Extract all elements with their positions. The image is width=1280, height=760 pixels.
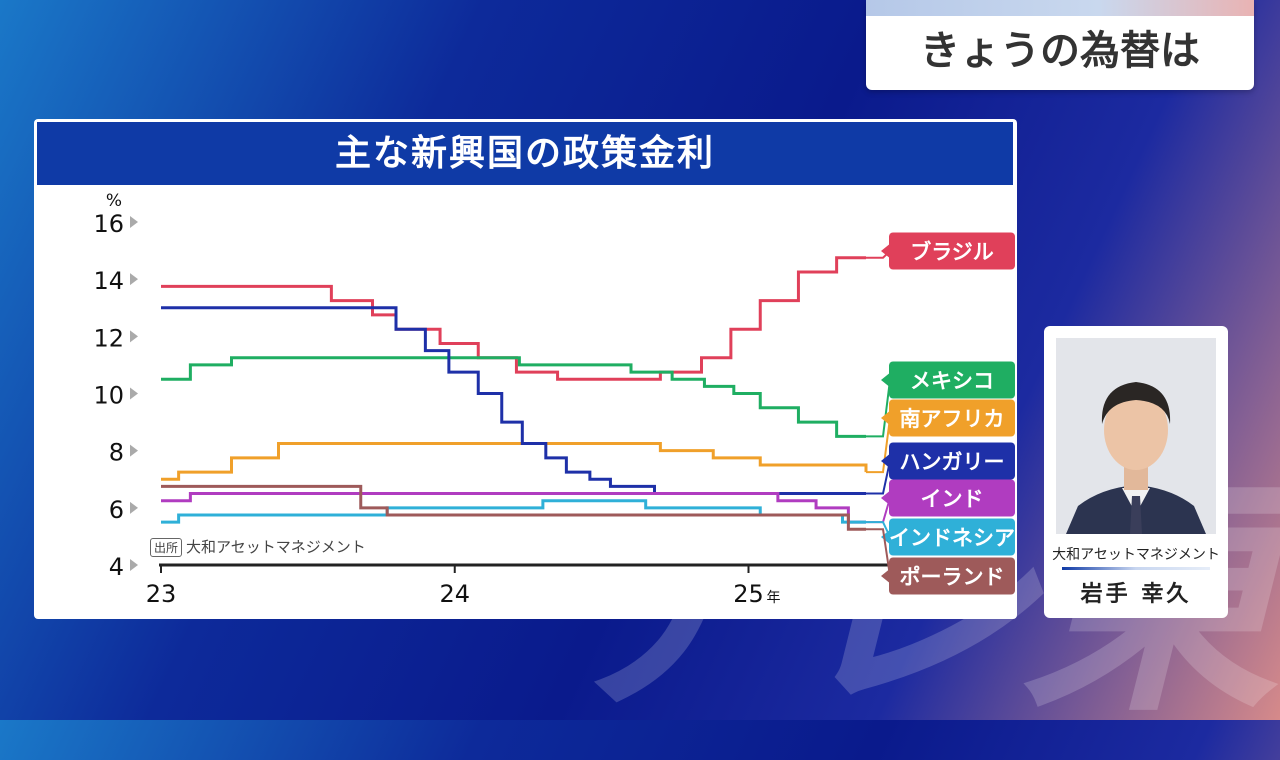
series-line bbox=[161, 306, 866, 496]
x-tick-label: 25 bbox=[733, 580, 764, 608]
legend-label: メキシコ bbox=[910, 369, 994, 393]
legend-badge bbox=[889, 479, 1015, 517]
chart-card: 4 6 8 10 12 14 16% 23 24 25 年 ブラジルメキシコ南アフリカハンガリーインド… bbox=[34, 119, 1017, 619]
legend-pointer bbox=[881, 372, 891, 388]
y-tick-arrow bbox=[130, 444, 138, 457]
legend-pointer bbox=[881, 243, 891, 259]
y-tick-label: 8 bbox=[109, 439, 124, 467]
y-tick-arrow bbox=[130, 559, 138, 571]
legend-pointer bbox=[881, 529, 891, 545]
presenter-silhouette bbox=[1056, 338, 1216, 534]
y-tick-arrow bbox=[130, 273, 138, 286]
legend-pointer bbox=[881, 568, 891, 584]
legend-leader bbox=[866, 417, 891, 474]
presenter-affiliation: 大和アセットマネジメント bbox=[1052, 547, 1220, 563]
x-unit-label: 年 bbox=[767, 590, 781, 606]
x-tick-label: 23 bbox=[146, 580, 177, 608]
presenter-divider bbox=[1062, 567, 1210, 570]
y-tick-arrow bbox=[130, 501, 138, 514]
series-line bbox=[161, 442, 868, 481]
presenter-photo bbox=[1056, 338, 1216, 534]
legend-label: ハンガリー bbox=[900, 450, 1005, 474]
series-line bbox=[161, 499, 866, 524]
y-tick-label: 12 bbox=[93, 324, 124, 352]
legend-pointer bbox=[881, 453, 891, 469]
legend-badge bbox=[889, 557, 1015, 595]
y-tick-label: 4 bbox=[109, 553, 124, 581]
segment-title-accent bbox=[866, 0, 1254, 16]
legend-label: ポーランド bbox=[900, 565, 1005, 589]
y-tick-label: 16 bbox=[93, 210, 124, 238]
source-text: 大和アセットマネジメント bbox=[186, 538, 366, 556]
series-line bbox=[161, 256, 866, 381]
segment-title-box: きょうの為替は bbox=[866, 0, 1254, 90]
presenter-card: 大和アセットマネジメント 岩手 幸久 bbox=[1044, 326, 1228, 618]
policy-rate-chart: 4 6 8 10 12 14 16% 23 24 25 年 ブラジルメキシコ南アフリカハンガリーインド… bbox=[93, 191, 1015, 608]
legend-label: 南アフリカ bbox=[900, 407, 1005, 431]
legend-label: インド bbox=[921, 487, 984, 511]
legend-leader bbox=[866, 528, 891, 577]
y-tick-arrow bbox=[130, 216, 138, 228]
legend-pointer bbox=[881, 490, 891, 506]
chart-title: 主な新興国の政策金利 bbox=[37, 122, 1013, 185]
y-tick-arrow bbox=[130, 330, 138, 343]
series-line bbox=[161, 492, 866, 524]
legend-label: インドネシア bbox=[889, 526, 1015, 550]
source-note: 出所 大和アセットマネジメント bbox=[150, 536, 366, 557]
legend-label: ブラジル bbox=[910, 240, 994, 264]
legend-leader bbox=[866, 460, 891, 495]
y-tick-label: 10 bbox=[93, 382, 124, 410]
y-tick-label: 6 bbox=[109, 496, 124, 524]
legend-badge bbox=[889, 518, 1015, 556]
series-line bbox=[161, 484, 866, 531]
y-tick-arrow bbox=[130, 387, 138, 400]
legend-badge bbox=[889, 442, 1015, 480]
x-tick-label: 24 bbox=[439, 580, 470, 608]
y-unit-label: % bbox=[106, 191, 122, 211]
segment-title: きょうの為替は bbox=[920, 28, 1200, 74]
legend-badge bbox=[889, 399, 1015, 437]
legend-badge bbox=[889, 361, 1015, 399]
legend-leader bbox=[866, 379, 891, 438]
source-tag: 出所 bbox=[150, 538, 183, 557]
series-line bbox=[161, 356, 866, 438]
legend-pointer bbox=[881, 410, 891, 426]
presenter-name: 岩手 幸久 bbox=[1080, 582, 1192, 607]
legend-badge bbox=[889, 232, 1015, 270]
y-tick-label: 14 bbox=[93, 267, 124, 295]
